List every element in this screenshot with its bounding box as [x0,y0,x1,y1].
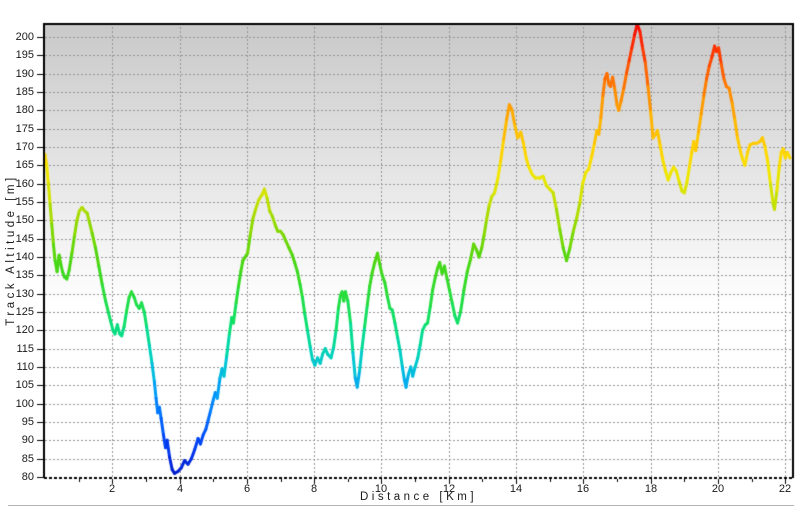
y-tick-label: 160 [15,178,34,190]
x-tick-label: 10 [374,483,388,495]
y-tick-label: 175 [15,123,34,135]
y-tick-label: 105 [15,379,34,391]
y-tick-label: 145 [15,233,34,245]
x-tick-label: 14 [509,483,523,495]
x-tick-label: 12 [442,483,456,495]
x-tick-label: 18 [644,483,658,495]
y-tick-label: 135 [15,269,34,281]
x-tick-label: 16 [576,483,590,495]
x-tick-label: 8 [310,483,318,495]
y-tick-label: 85 [21,453,34,465]
y-tick-label: 190 [15,68,34,80]
y-tick-label: 100 [15,398,34,410]
y-axis-title: Track Altitude [m] [5,174,17,326]
x-tick-label: 22 [778,483,792,495]
y-tick-label: 195 [15,49,34,61]
y-tick-label: 110 [16,361,34,373]
y-tick-label: 80 [21,471,34,483]
y-tick-label: 140 [15,251,34,263]
y-tick-label: 180 [15,104,34,116]
y-tick-label: 95 [21,416,34,428]
y-tick-label: 185 [15,86,34,98]
y-tick-label: 150 [15,214,34,226]
y-tick-label: 165 [15,159,34,171]
y-tick-label: 130 [15,288,34,300]
panel-bottom-separator [8,505,794,506]
y-tick-label: 120 [15,324,34,336]
x-tick-label: 4 [176,483,184,495]
y-tick-label: 170 [15,141,34,153]
y-tick-label: 115 [16,343,34,355]
y-tick-label: 125 [15,306,34,318]
y-tick-label: 155 [15,196,34,208]
x-tick-label: 2 [108,483,116,495]
x-tick-label: 6 [243,483,251,495]
x-axis-title: Distance [Km] [359,491,478,503]
y-tick-label: 90 [21,434,34,446]
y-tick-label: 200 [15,31,34,43]
x-tick-label: 20 [711,483,725,495]
